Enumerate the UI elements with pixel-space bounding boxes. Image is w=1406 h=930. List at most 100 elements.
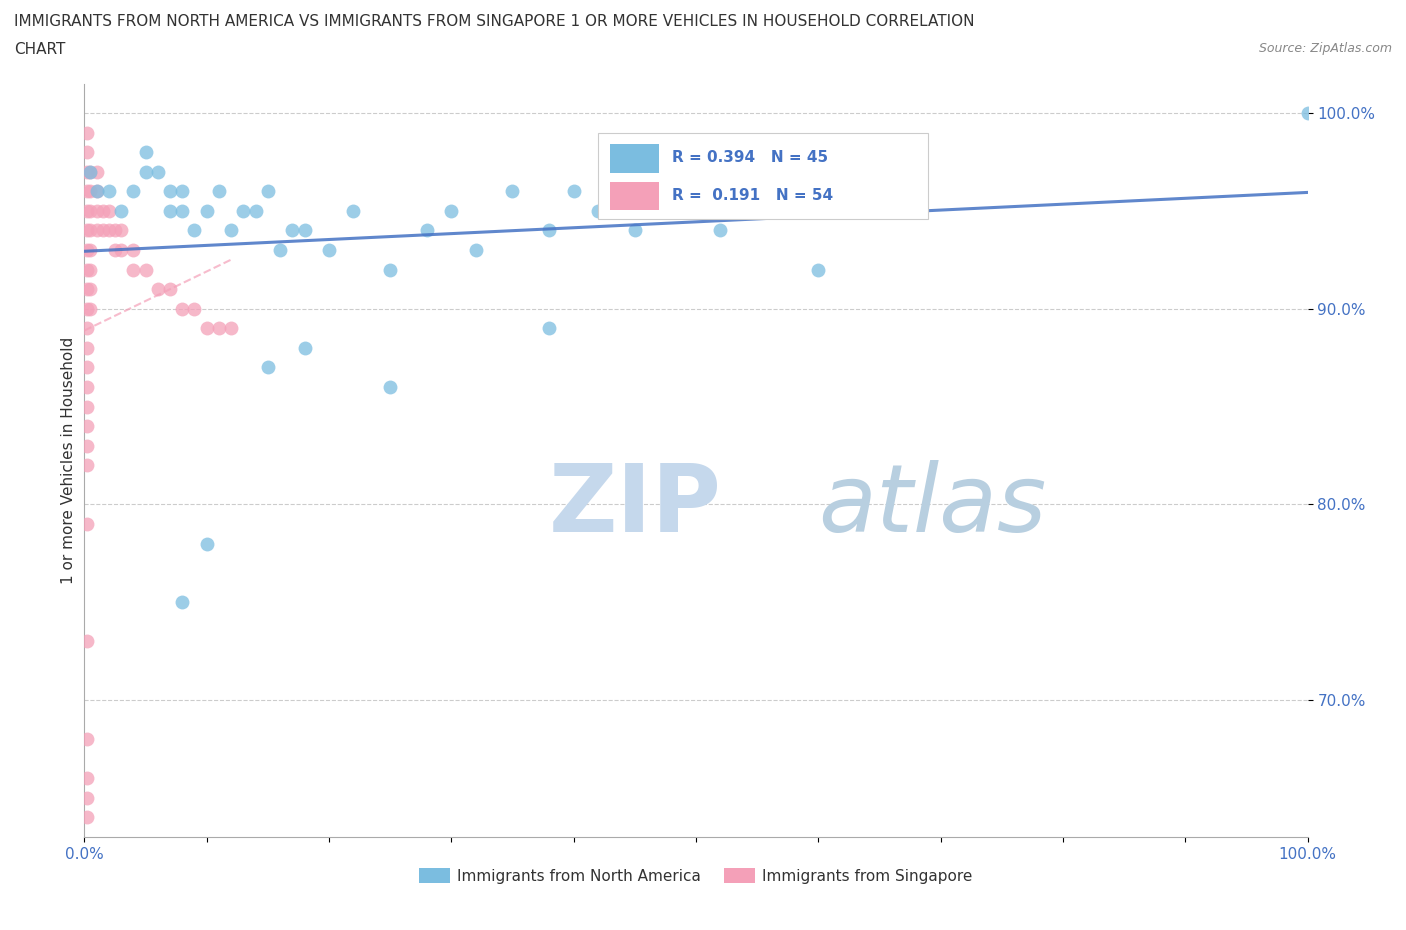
Point [294, 340, 316, 355]
Point [624, 223, 647, 238]
Point [159, 204, 181, 219]
Point [440, 204, 463, 219]
Point [195, 536, 218, 551]
Point [76, 184, 98, 199]
Point [79, 262, 101, 277]
Point [747, 184, 769, 199]
Point [135, 262, 157, 277]
Point [281, 223, 304, 238]
Point [76, 340, 98, 355]
Point [76, 165, 98, 179]
Point [122, 262, 145, 277]
Point [195, 321, 218, 336]
Point [79, 204, 101, 219]
Point [294, 223, 316, 238]
Point [76, 243, 98, 258]
Point [91, 204, 114, 219]
Point [318, 243, 340, 258]
Point [135, 165, 157, 179]
Point [76, 204, 98, 219]
Point [110, 243, 132, 258]
Point [208, 184, 231, 199]
Text: ZIP: ZIP [550, 459, 723, 551]
Point [86, 204, 108, 219]
Point [257, 184, 280, 199]
Point [807, 262, 830, 277]
Point [502, 184, 524, 199]
Point [97, 184, 120, 199]
Point [380, 262, 402, 277]
Point [76, 399, 98, 414]
Text: atlas: atlas [818, 460, 1046, 551]
Point [79, 165, 101, 179]
Point [219, 223, 242, 238]
Point [416, 223, 439, 238]
Point [146, 165, 169, 179]
Point [172, 184, 194, 199]
Point [76, 516, 98, 531]
Point [76, 458, 98, 472]
FancyBboxPatch shape [610, 181, 659, 210]
Point [661, 184, 683, 199]
Point [464, 243, 486, 258]
Point [538, 321, 561, 336]
Point [86, 165, 108, 179]
Point [232, 204, 254, 219]
Point [219, 321, 242, 336]
Point [76, 126, 98, 140]
Point [245, 204, 267, 219]
Point [110, 204, 132, 219]
Point [104, 223, 127, 238]
Point [76, 282, 98, 297]
Point [76, 262, 98, 277]
Point [342, 204, 364, 219]
Point [79, 243, 101, 258]
Point [104, 243, 127, 258]
Point [122, 243, 145, 258]
Point [380, 379, 402, 394]
Point [257, 360, 280, 375]
Point [172, 204, 194, 219]
Point [208, 321, 231, 336]
Point [122, 184, 145, 199]
Point [1296, 106, 1319, 121]
Point [269, 243, 291, 258]
Y-axis label: 1 or more Vehicles in Household: 1 or more Vehicles in Household [60, 337, 76, 584]
Text: IMMIGRANTS FROM NORTH AMERICA VS IMMIGRANTS FROM SINGAPORE 1 OR MORE VEHICLES IN: IMMIGRANTS FROM NORTH AMERICA VS IMMIGRA… [14, 14, 974, 29]
Point [709, 223, 731, 238]
Point [79, 165, 101, 179]
Point [76, 790, 98, 805]
Point [562, 184, 585, 199]
FancyBboxPatch shape [598, 133, 928, 219]
Point [76, 379, 98, 394]
Point [76, 771, 98, 786]
Point [183, 301, 205, 316]
Point [79, 282, 101, 297]
Point [91, 223, 114, 238]
Text: R = 0.394   N = 45: R = 0.394 N = 45 [672, 150, 828, 165]
Point [146, 282, 169, 297]
Point [76, 634, 98, 649]
Point [586, 204, 609, 219]
Legend: Immigrants from North America, Immigrants from Singapore: Immigrants from North America, Immigrant… [413, 861, 979, 890]
Point [86, 184, 108, 199]
Point [685, 204, 707, 219]
Point [195, 204, 218, 219]
Point [76, 223, 98, 238]
Point [76, 301, 98, 316]
Point [172, 595, 194, 610]
Point [76, 810, 98, 825]
Point [79, 184, 101, 199]
Point [159, 184, 181, 199]
Point [76, 438, 98, 453]
Point [76, 732, 98, 747]
Point [76, 360, 98, 375]
Point [183, 223, 205, 238]
Point [86, 223, 108, 238]
Point [538, 223, 561, 238]
Point [97, 223, 120, 238]
Point [159, 282, 181, 297]
Point [79, 223, 101, 238]
Point [97, 204, 120, 219]
FancyBboxPatch shape [610, 144, 659, 173]
